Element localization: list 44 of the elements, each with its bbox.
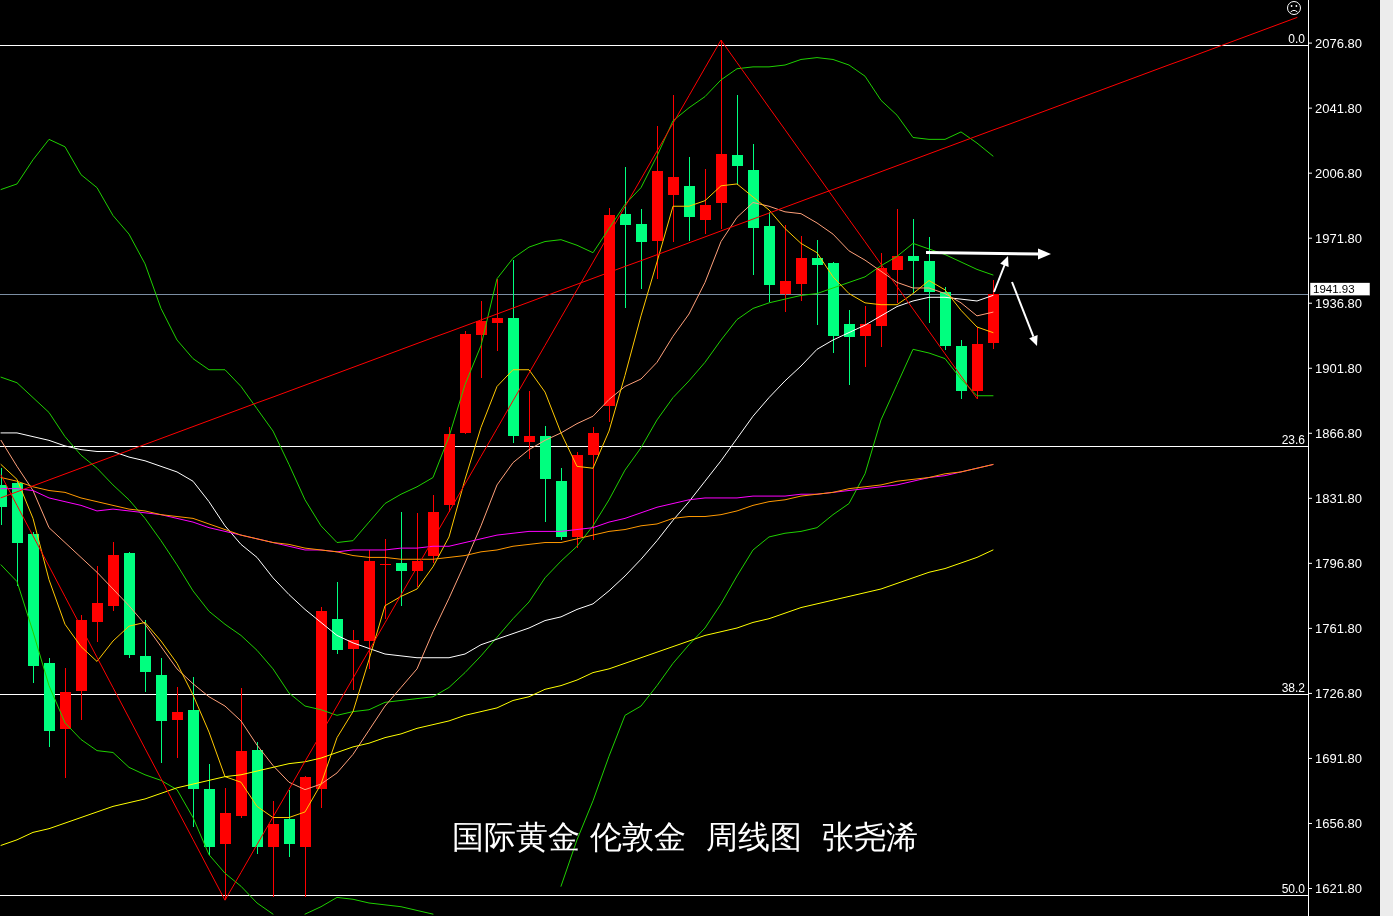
- annotation: 0.0: [1288, 31, 1306, 46]
- y-tick-label: 1831.80: [1315, 490, 1362, 506]
- candlestick: [588, 426, 599, 541]
- candlestick: [908, 218, 919, 294]
- candlestick: [140, 619, 151, 693]
- candlestick: [396, 511, 407, 607]
- annotation: 50.0: [1281, 881, 1306, 896]
- candlestick: [476, 300, 487, 379]
- y-tick-label: 1621.80: [1315, 881, 1362, 896]
- y-tick-label: 1691.80: [1315, 750, 1362, 766]
- candlestick: [268, 800, 279, 898]
- y-tick-label: 2076.80: [1315, 35, 1362, 51]
- candlestick: [732, 94, 743, 185]
- candlestick: [412, 512, 423, 588]
- candlestick: [812, 239, 823, 326]
- candlestick: [620, 166, 631, 308]
- line-series: [0, 57, 994, 544]
- candlestick: [492, 278, 503, 352]
- candlestick: [172, 686, 183, 759]
- y-tick-label: 1866.80: [1315, 425, 1362, 441]
- y-tick-label: 1901.80: [1315, 360, 1362, 376]
- y-tick-label: 1761.80: [1315, 620, 1362, 636]
- candlestick: [892, 208, 903, 304]
- y-tick-label: 1936.80: [1315, 295, 1362, 311]
- line-series: [0, 242, 994, 716]
- ref-line-label: 1941.93: [1313, 283, 1355, 296]
- candlestick: [844, 309, 855, 386]
- candlestick: [636, 208, 647, 290]
- candlestick: [92, 565, 103, 643]
- y-tick-label: 2041.80: [1315, 100, 1362, 116]
- candlestick: [668, 94, 679, 243]
- candlestick: [700, 168, 711, 235]
- annotation: 23.6: [1281, 432, 1306, 447]
- y-tick-label: 1796.80: [1315, 555, 1362, 571]
- y-tick-label: 1726.80: [1315, 685, 1362, 701]
- candlestick: [780, 224, 791, 313]
- candlestick: [860, 305, 871, 368]
- text: 国际黄金 伦敦金 周线图 张尧浠: [451, 818, 919, 856]
- candlestick: [524, 390, 535, 460]
- y-tick-label: 2006.80: [1315, 165, 1362, 181]
- annotation: 38.2: [1281, 680, 1306, 695]
- candlestick: [380, 538, 391, 620]
- y-tick-label: 1971.80: [1315, 230, 1362, 246]
- y-tick-label: 1656.80: [1315, 815, 1362, 831]
